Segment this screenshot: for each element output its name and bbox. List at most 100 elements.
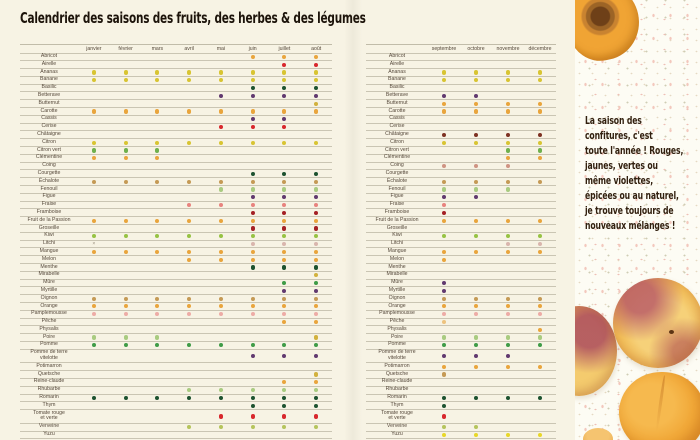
season-dot	[218, 414, 223, 419]
table-row: Oignon	[366, 295, 556, 303]
season-cell	[428, 403, 460, 408]
season-cell	[78, 156, 110, 161]
season-dot	[250, 124, 255, 130]
season-cell	[428, 195, 460, 200]
season-dot	[505, 249, 511, 254]
table-row: Mûre	[366, 279, 556, 288]
row-label: Cassis	[389, 115, 405, 122]
month-header: août	[311, 45, 322, 52]
season-cell	[205, 218, 237, 223]
row-label: Citron	[390, 138, 404, 145]
table-row: Airelle	[20, 61, 332, 70]
season-cell	[300, 319, 332, 325]
season-cell	[78, 312, 110, 317]
season-dot	[250, 195, 255, 200]
season-dot	[441, 218, 447, 223]
season-dot	[314, 179, 319, 184]
season-cell	[428, 432, 460, 438]
month-header: octobre	[467, 45, 485, 52]
season-dot	[314, 109, 319, 114]
season-dot	[282, 70, 287, 75]
season-cell	[428, 319, 460, 325]
season-dot	[314, 62, 319, 67]
season-cell	[524, 101, 556, 106]
table-row: Orange	[20, 303, 332, 311]
season-cell	[524, 395, 556, 401]
season-dot	[250, 403, 255, 408]
season-cell	[492, 343, 524, 348]
season-dot	[537, 249, 543, 254]
apricot-photo-left	[575, 306, 617, 396]
table-row: Oignon	[20, 295, 332, 303]
table-row: Clémentine	[20, 155, 332, 163]
table-row: Butternut	[20, 100, 332, 109]
season-dot	[187, 249, 192, 254]
row-label: Potimarron	[36, 362, 62, 369]
row-label: Potimarron	[384, 362, 410, 369]
season-cell	[142, 218, 174, 223]
season-dot	[473, 132, 479, 137]
row-label: Orange	[40, 302, 58, 309]
season-dot	[441, 432, 447, 438]
season-cell	[300, 335, 332, 340]
season-dot	[314, 319, 319, 325]
season-dot	[473, 353, 479, 359]
season-cell	[428, 249, 460, 254]
row-label: Pomme de terre vitelotte	[30, 349, 68, 362]
row-label: Myrtille	[40, 286, 58, 293]
row-label: Abricot	[388, 53, 406, 59]
season-cell	[142, 148, 174, 153]
table-row: Reine-claude	[366, 379, 556, 387]
season-cell	[300, 140, 332, 145]
season-cell	[173, 395, 205, 401]
season-dot	[441, 163, 447, 169]
season-cell	[205, 93, 237, 98]
row-label: Yuzu	[391, 431, 403, 438]
season-cell	[460, 395, 492, 401]
season-dot	[187, 343, 192, 348]
season-cell	[492, 78, 524, 83]
season-dot	[441, 288, 447, 293]
season-dot	[282, 202, 287, 208]
season-dot	[314, 54, 319, 59]
season-cell	[110, 109, 142, 114]
season-dot	[123, 312, 128, 317]
season-dot	[282, 124, 287, 130]
season-cell	[428, 335, 460, 340]
season-cell	[110, 234, 142, 239]
row-label: Verveine	[386, 423, 408, 430]
season-cell	[78, 179, 110, 184]
season-dot	[441, 249, 447, 254]
season-dot	[473, 249, 479, 254]
row-label: Mirabelle	[38, 271, 60, 278]
table-row: Groseille	[366, 225, 556, 233]
header-corner	[20, 48, 78, 49]
season-dot	[282, 109, 287, 114]
row-label: Physalis	[387, 325, 407, 332]
season-cell	[300, 249, 332, 254]
season-dot	[282, 54, 287, 59]
season-dot	[187, 304, 192, 309]
season-cell	[300, 70, 332, 75]
season-dot	[282, 296, 287, 301]
season-dot	[250, 241, 255, 247]
season-dot	[91, 109, 96, 114]
season-dot	[282, 234, 287, 239]
season-cell	[300, 414, 332, 419]
season-cell	[78, 296, 110, 301]
row-label: Banane	[40, 76, 58, 83]
season-dot	[314, 280, 319, 286]
row-label: Châtaigne	[385, 130, 409, 137]
row-label: Poire	[390, 333, 404, 340]
season-cell	[173, 304, 205, 309]
season-cell	[205, 202, 237, 208]
row-label: Quetsche	[37, 370, 61, 377]
season-cell	[428, 210, 460, 215]
table-row: Cerise	[366, 123, 556, 132]
season-cell	[428, 425, 460, 430]
season-dot	[282, 179, 287, 184]
apricot-half-photo	[575, 0, 647, 67]
table-row: Myrtille	[20, 286, 332, 296]
month-header: décembre	[528, 45, 552, 52]
season-cell	[524, 335, 556, 340]
